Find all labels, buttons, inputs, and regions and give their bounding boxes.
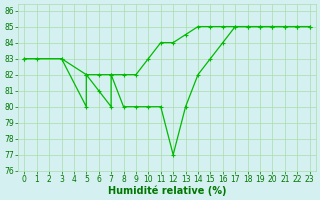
X-axis label: Humidité relative (%): Humidité relative (%) bbox=[108, 185, 226, 196]
